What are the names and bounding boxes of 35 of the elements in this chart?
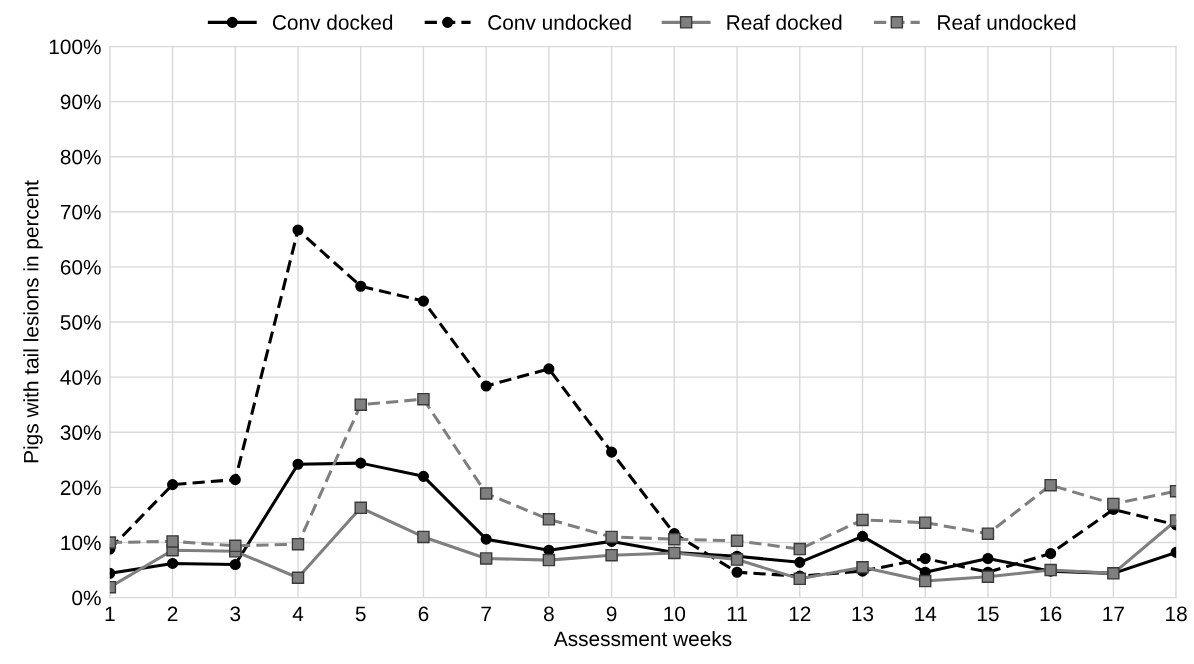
x-tick-label: 7 <box>481 606 491 622</box>
x-tick-label: 16 <box>1040 606 1062 622</box>
y-tick-label: 10% <box>61 535 101 551</box>
x-tick-label: 4 <box>292 606 304 622</box>
legend-label: Conv docked <box>272 14 393 30</box>
x-tick-label: 1 <box>105 606 115 622</box>
y-tick-label: 90% <box>60 94 101 110</box>
x-axis-title: Assessment weeks <box>553 630 732 647</box>
legend-label: Reaf undocked <box>938 14 1076 30</box>
x-tick-label: 11 <box>727 606 747 622</box>
y-axis-title: Pigs with tail lesions in percent <box>23 180 43 463</box>
x-tick-label: 6 <box>418 606 429 622</box>
y-tick-label: 50% <box>60 315 101 330</box>
x-tick-label: 2 <box>167 606 178 622</box>
x-tick-label: 18 <box>1166 606 1187 622</box>
legend-label: Reaf docked <box>727 14 842 30</box>
x-tick-label: 9 <box>606 606 617 622</box>
y-tick-label: 100% <box>49 39 101 55</box>
x-tick-label: 15 <box>977 606 999 622</box>
legend-label: Conv undocked <box>488 14 631 30</box>
y-tick-label: 40% <box>60 370 101 385</box>
x-tick-label: 5 <box>355 606 366 622</box>
x-tick-label: 17 <box>1103 606 1124 622</box>
y-tick-label: 80% <box>60 149 101 165</box>
x-tick-label: 8 <box>544 606 554 622</box>
y-tick-label: 20% <box>60 480 101 496</box>
y-tick-label: 0% <box>72 590 101 606</box>
y-tick-label: 60% <box>60 259 101 275</box>
x-tick-label: 12 <box>789 606 811 622</box>
x-tick-label: 10 <box>664 606 686 622</box>
y-tick-label: 30% <box>60 425 101 441</box>
x-tick-label: 14 <box>915 606 937 622</box>
x-tick-label: 13 <box>852 606 874 622</box>
y-tick-label: 70% <box>60 204 101 220</box>
x-tick-label: 3 <box>230 606 241 622</box>
